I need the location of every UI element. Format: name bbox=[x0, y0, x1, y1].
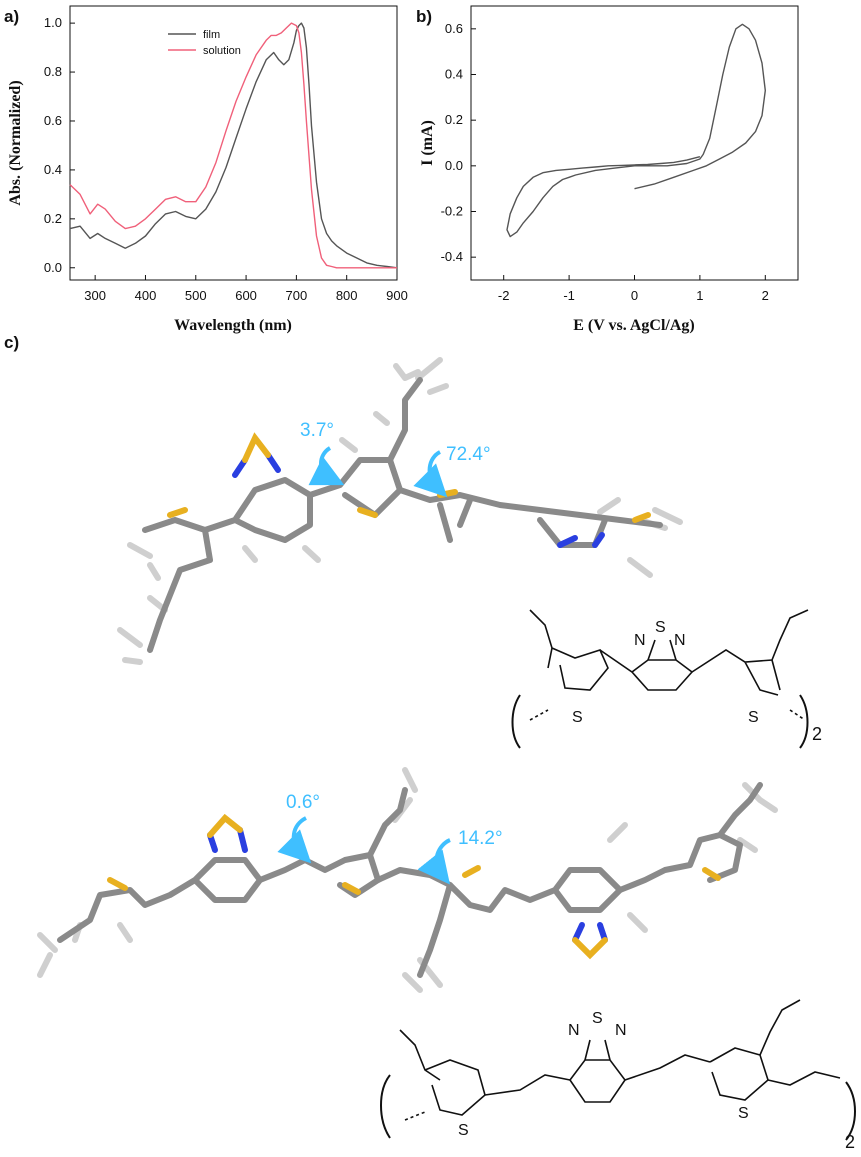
x-tick-label: 0 bbox=[631, 288, 638, 303]
atom-s-right-top: S bbox=[748, 709, 759, 726]
repeat-subscript-top: 2 bbox=[812, 724, 822, 744]
hydrogen-bonds-bottom bbox=[37, 767, 778, 993]
x-tick-label: 1 bbox=[696, 288, 703, 303]
chart-a-ylabel: Abs. (Normalized) bbox=[7, 80, 24, 205]
atom-n2-top: N bbox=[674, 632, 686, 649]
y-tick-label: 0.4 bbox=[44, 162, 62, 177]
x-tick-label: 500 bbox=[185, 288, 207, 303]
x-tick-label: 2 bbox=[762, 288, 769, 303]
y-tick-label: 1.0 bbox=[44, 15, 62, 30]
rotation-arrow-1-bottom bbox=[277, 816, 312, 864]
chart-a-frame bbox=[69, 5, 398, 281]
chart-a-xlabel: Wavelength (nm) bbox=[174, 317, 292, 334]
atom-s-bottom: S bbox=[592, 1010, 603, 1027]
x-tick-label: 300 bbox=[84, 288, 106, 303]
x-tick-label: 700 bbox=[286, 288, 308, 303]
torsion-angle-1-top: 3.7° bbox=[300, 420, 334, 441]
chart-b-ticks: -2 -1 0 1 2 -0.4 -0.2 0.0 0.2 0.4 0.6 bbox=[441, 21, 769, 303]
x-tick-label: 900 bbox=[386, 288, 408, 303]
y-tick-label: 0.6 bbox=[445, 21, 463, 36]
atom-s-right-bottom: S bbox=[738, 1105, 749, 1122]
sulfur-bonds-top bbox=[167, 432, 651, 523]
torsion-angle-2-bottom: 14.2° bbox=[458, 828, 503, 849]
x-tick-label: 400 bbox=[135, 288, 157, 303]
legend-label-film: film bbox=[203, 29, 220, 41]
chart-b-ylabel: I (mA) bbox=[419, 120, 436, 166]
nitrogen-bonds-top bbox=[232, 452, 605, 548]
repeat-subscript-bottom: 2 bbox=[845, 1132, 855, 1152]
series-line-solution bbox=[69, 22, 397, 269]
x-tick-label: -2 bbox=[498, 288, 510, 303]
molecule-model-bottom: 0.6° 14.2° bbox=[37, 767, 778, 993]
y-tick-label: -0.4 bbox=[441, 249, 463, 264]
hydrogen-bonds-top bbox=[117, 357, 683, 665]
absorption-chart: 300 400 500 600 700 800 9000.00.20.40.60.81.0 … bbox=[7, 5, 408, 334]
carbon-bonds-top bbox=[142, 377, 663, 653]
atom-s-left-bottom: S bbox=[458, 1122, 469, 1139]
chemical-structure-top bbox=[511, 609, 809, 749]
x-tick-label: -1 bbox=[563, 288, 575, 303]
x-tick-label: 800 bbox=[336, 288, 358, 303]
atom-s-left-top: S bbox=[572, 709, 583, 726]
torsion-angle-2-top: 72.4° bbox=[446, 444, 491, 465]
y-tick-label: 0.0 bbox=[445, 158, 463, 173]
sulfur-bonds-bottom bbox=[107, 813, 721, 960]
chart-b-xlabel: E (V vs. AgCl/Ag) bbox=[573, 317, 695, 334]
chart-a-ticks: 300 400 500 600 700 800 900 0.0 0.2 0.4 0.6 0.8 1.0 bbox=[44, 15, 408, 303]
atom-s-top: S bbox=[655, 619, 666, 636]
nitrogen-bonds-bottom bbox=[207, 827, 608, 943]
chemical-structure-bottom bbox=[380, 999, 856, 1141]
y-tick-label: -0.2 bbox=[441, 204, 463, 219]
y-tick-label: 0.8 bbox=[44, 64, 62, 79]
series-line-film bbox=[69, 22, 398, 269]
rotation-arrow-2-top bbox=[413, 450, 448, 498]
y-tick-label: 0.0 bbox=[44, 260, 62, 275]
chart-a-legend: film solution bbox=[168, 29, 241, 57]
atom-n1-bottom: N bbox=[568, 1022, 580, 1039]
series-line-cv-curve bbox=[506, 23, 766, 238]
panel-label-c: c) bbox=[4, 333, 19, 352]
y-tick-label: 0.2 bbox=[445, 112, 463, 127]
rotation-arrow-2-bottom bbox=[417, 838, 451, 885]
panel-label-a: a) bbox=[4, 7, 19, 26]
x-tick-label: 600 bbox=[235, 288, 257, 303]
y-tick-label: 0.6 bbox=[44, 113, 62, 128]
y-tick-label: 0.2 bbox=[44, 211, 62, 226]
cyclic-voltammetry-chart: -2 -1 0 1 2 -0.4 -0.2 0.0 0.2 0.4 0.6 E (V vs. AgC… bbox=[419, 5, 799, 334]
rotation-arrow-1-top bbox=[308, 446, 345, 486]
panel-label-b: b) bbox=[416, 7, 432, 26]
legend-label-solution: solution bbox=[203, 45, 241, 57]
chart-b-frame bbox=[470, 5, 799, 281]
chart-a-series bbox=[69, 22, 398, 269]
chart-b-series bbox=[506, 23, 766, 238]
y-tick-label: 0.4 bbox=[445, 67, 463, 82]
torsion-angle-1-bottom: 0.6° bbox=[286, 792, 320, 813]
molecule-model-top: 3.7° 72.4° bbox=[117, 357, 683, 665]
atom-n1-top: N bbox=[634, 632, 646, 649]
atom-n2-bottom: N bbox=[615, 1022, 627, 1039]
carbon-bonds-bottom bbox=[57, 782, 763, 978]
